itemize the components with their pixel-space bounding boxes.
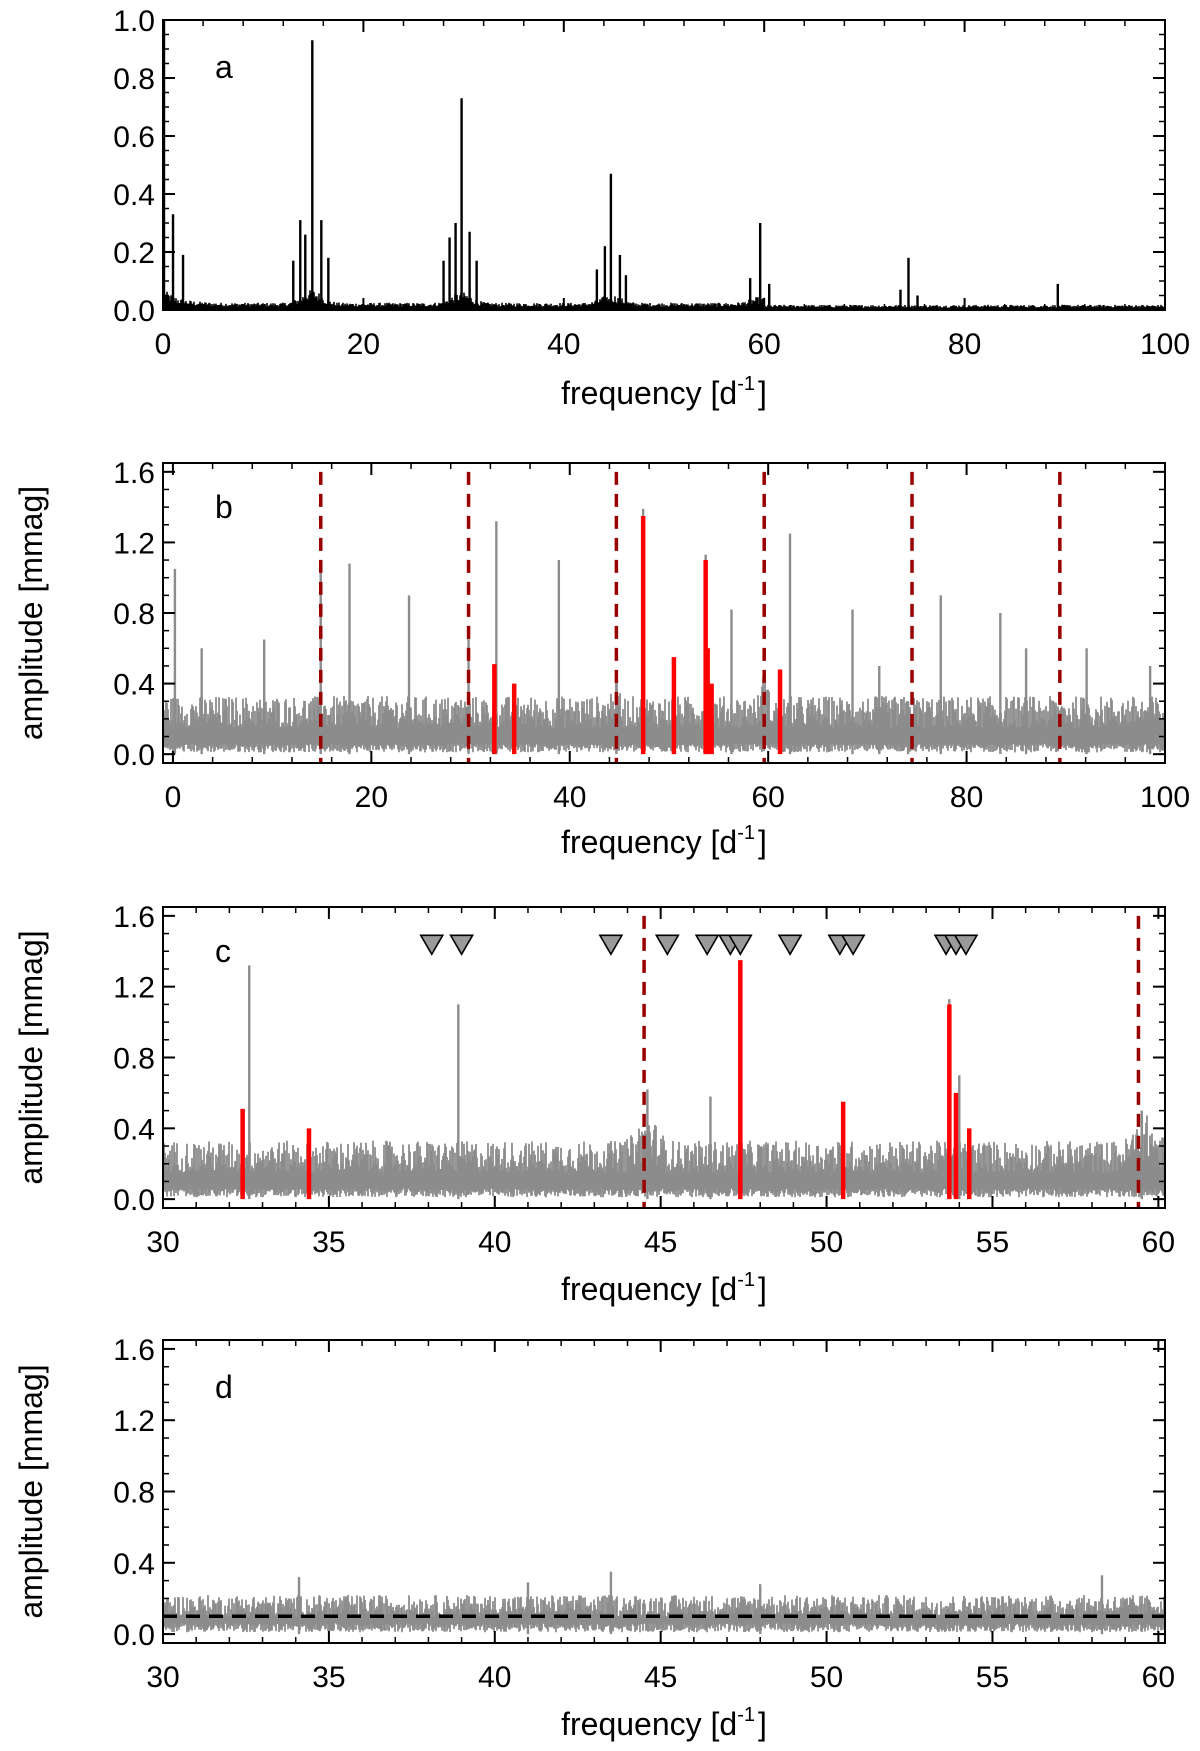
y-tick-label: 0.8 (113, 63, 155, 96)
panel-label: d (215, 1369, 233, 1405)
x-axis-label: frequency [d-1] (561, 373, 767, 411)
y-tick-label: 1.2 (113, 1405, 155, 1438)
x-tick-label: 45 (644, 1226, 677, 1259)
x-tick-label: 60 (748, 328, 781, 361)
x-axis-label-text: frequency [d (561, 824, 737, 860)
y-tick-label: 0.4 (113, 1548, 155, 1581)
panel-label: a (215, 49, 233, 85)
x-axis-label: frequency [d-1] (561, 822, 767, 860)
y-tick-label: 1.0 (113, 5, 155, 38)
y-tick-label: 0.4 (113, 669, 155, 702)
x-axis-label-close: ] (758, 1706, 767, 1742)
x-axis-label-close: ] (758, 1271, 767, 1307)
x-tick-label: 50 (810, 1661, 843, 1694)
x-axis-label-sup: -1 (737, 822, 755, 844)
y-tick-label: 0.0 (113, 295, 155, 328)
x-tick-label: 40 (553, 781, 586, 814)
y-axis-label: amplitude [mmag] (13, 930, 49, 1184)
y-tick-label: 1.6 (113, 457, 155, 490)
x-axis-label-sup: -1 (737, 1704, 755, 1726)
panel-d: 30 35 40 45 50 55 60 0.0 0.4 0.8 1.2 1.6 d frequency … (13, 1334, 1175, 1742)
plot-area-c (163, 915, 1165, 1208)
y-tick-label: 0.4 (113, 1113, 155, 1146)
x-tick-label: 80 (950, 781, 983, 814)
x-tick-label: 40 (478, 1226, 511, 1259)
spectrum-a (163, 290, 1165, 310)
x-tick-label: 0 (165, 781, 182, 814)
triangle-marker (654, 934, 680, 956)
y-tick-label: 0.0 (113, 1619, 155, 1652)
plot-area-a (163, 20, 1165, 310)
x-axis-label-text: frequency [d (561, 1706, 737, 1742)
x-axis-label: frequency [d-1] (561, 1704, 767, 1742)
y-tick-label: 0.2 (113, 237, 155, 270)
triangle-marker (840, 934, 866, 956)
x-tick-label: 60 (1142, 1226, 1175, 1259)
x-tick-label: 55 (976, 1226, 1009, 1259)
x-axis-label-text: frequency [d (561, 375, 737, 411)
x-tick-label: 60 (1142, 1661, 1175, 1694)
x-tick-label: 35 (312, 1226, 345, 1259)
y-tick-label: 1.2 (113, 527, 155, 560)
plot-area-b (163, 471, 1165, 763)
y-tick-label: 0.0 (113, 739, 155, 772)
x-tick-label: 60 (751, 781, 784, 814)
x-tick-label: 30 (146, 1226, 179, 1259)
x-tick-label: 20 (355, 781, 388, 814)
y-axis-label: amplitude [mmag] (13, 1364, 49, 1618)
panel-label: b (215, 489, 233, 525)
x-axis-label-close: ] (758, 824, 767, 860)
triangle-marker (727, 934, 753, 956)
x-tick-label: 20 (347, 328, 380, 361)
x-tick-label: 35 (312, 1661, 345, 1694)
x-tick-label: 50 (810, 1226, 843, 1259)
x-tick-label: 55 (976, 1661, 1009, 1694)
plot-area-d (163, 1571, 1165, 1635)
y-tick-label: 1.2 (113, 972, 155, 1005)
x-tick-label: 45 (644, 1661, 677, 1694)
x-tick-label: 30 (146, 1661, 179, 1694)
panel-label: c (215, 933, 231, 969)
x-tick-label: 100 (1140, 781, 1190, 814)
spectrum-c (163, 1115, 1165, 1198)
triangle-marker (777, 934, 803, 956)
panel-a: 0 20 40 60 80 100 0.0 0.2 0.4 0.6 0.8 1.0 a frequency… (113, 5, 1190, 411)
y-tick-label: 1.6 (113, 901, 155, 934)
spectrum-d (163, 1595, 1165, 1633)
triangle-marker (598, 934, 624, 956)
y-tick-label: 0.8 (113, 1477, 155, 1510)
panel-c: 30 35 40 45 50 55 60 0.0 0.4 0.8 1.2 1.6 c frequency … (13, 901, 1175, 1307)
y-tick-label: 0.0 (113, 1184, 155, 1217)
x-axis-label-text: frequency [d (561, 1271, 737, 1307)
triangle-marker (419, 934, 445, 956)
x-axis-label-sup: -1 (737, 373, 755, 395)
y-tick-label: 0.8 (113, 598, 155, 631)
x-axis-label: frequency [d-1] (561, 1269, 767, 1307)
triangle-marker (694, 934, 720, 956)
panel-b: 0 20 40 60 80 100 0.0 0.4 0.8 1.2 1.6 b frequency [d… (13, 457, 1190, 860)
y-tick-label: 0.6 (113, 121, 155, 154)
triangle-marker (449, 934, 474, 956)
x-tick-label: 80 (948, 328, 981, 361)
x-tick-label: 40 (478, 1661, 511, 1694)
x-tick-label: 40 (547, 328, 580, 361)
spectrum-b (163, 670, 1165, 753)
x-tick-label: 0 (155, 328, 172, 361)
x-tick-label: 100 (1140, 328, 1190, 361)
x-axis-label-close: ] (758, 375, 767, 411)
y-tick-label: 0.4 (113, 179, 155, 212)
triangle-marker (953, 934, 979, 956)
y-axis-label: amplitude [mmag] (13, 486, 49, 740)
y-tick-label: 1.6 (113, 1334, 155, 1367)
x-axis-label-sup: -1 (737, 1269, 755, 1291)
y-tick-label: 0.8 (113, 1043, 155, 1076)
